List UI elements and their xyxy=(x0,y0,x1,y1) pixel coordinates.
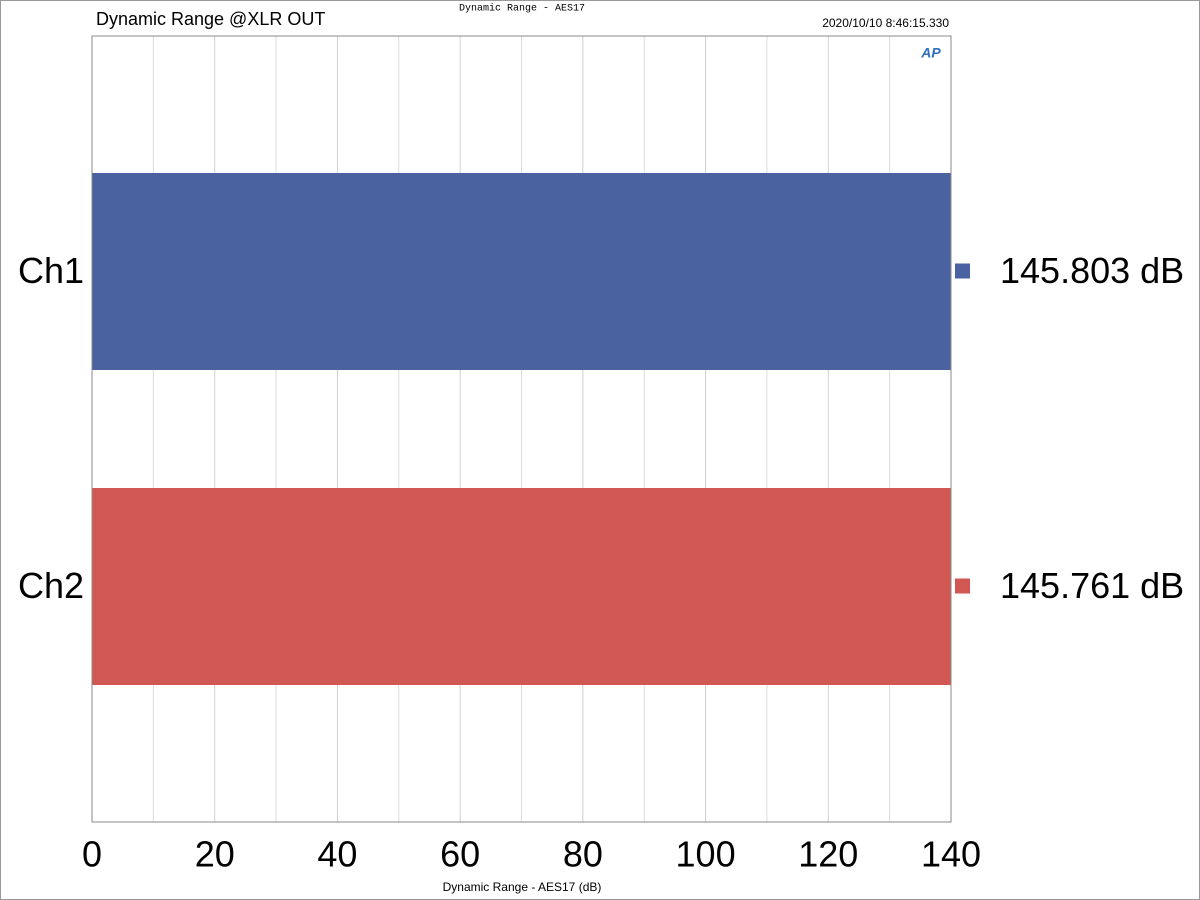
x-tick-label: 60 xyxy=(440,834,480,875)
x-axis-label: Dynamic Range - AES17 (dB) xyxy=(443,880,602,894)
bar xyxy=(92,488,951,685)
x-tick-label: 120 xyxy=(798,834,858,875)
bar xyxy=(92,173,951,370)
value-label: 145.803 dB xyxy=(1000,250,1184,291)
plot-border xyxy=(91,35,952,823)
logo: AP xyxy=(920,45,941,61)
x-tick-label: 40 xyxy=(317,834,357,875)
value-label: 145.761 dB xyxy=(1000,565,1184,606)
x-tick-label: 80 xyxy=(563,834,603,875)
legend-swatch xyxy=(955,263,970,279)
x-tick-label: 100 xyxy=(676,834,736,875)
plot-bars xyxy=(92,173,951,685)
category-label: Ch2 xyxy=(18,565,84,606)
x-tick-label: 140 xyxy=(921,834,981,875)
chart-subtitle: Dynamic Range - AES17 xyxy=(459,3,585,15)
legend-swatch xyxy=(955,578,970,594)
timestamp: 2020/10/10 8:46:15.330 xyxy=(822,16,949,30)
x-tick-label: 0 xyxy=(82,834,102,875)
chart-title: Dynamic Range @XLR OUT xyxy=(96,9,325,29)
x-tick-label: 20 xyxy=(195,834,235,875)
category-label: Ch1 xyxy=(18,250,84,291)
